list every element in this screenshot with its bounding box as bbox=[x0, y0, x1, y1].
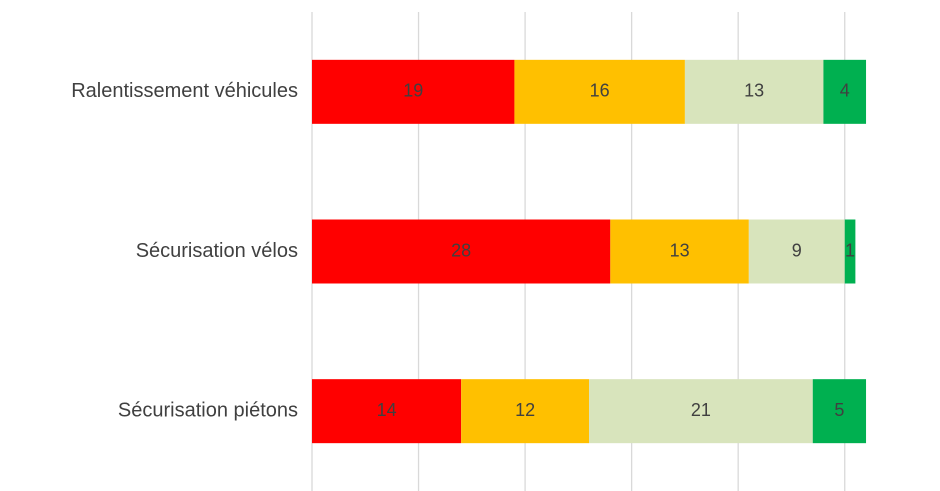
bar-segment bbox=[312, 379, 462, 444]
data-label: 5 bbox=[834, 400, 844, 420]
data-label: 1 bbox=[845, 240, 855, 260]
data-label: 21 bbox=[691, 400, 711, 420]
bar-segment bbox=[610, 219, 749, 284]
bar-segment bbox=[312, 219, 611, 284]
bar-segment bbox=[748, 219, 845, 284]
category-label: Sécurisation vélos bbox=[136, 240, 298, 262]
bar-segment bbox=[844, 219, 856, 284]
data-label: 14 bbox=[377, 400, 397, 420]
bar-segment bbox=[461, 379, 590, 444]
bar-segment bbox=[812, 379, 867, 444]
category-label: Sécurisation piétons bbox=[118, 399, 298, 421]
bar-segment bbox=[589, 379, 813, 444]
data-label: 13 bbox=[744, 81, 764, 101]
data-label: 9 bbox=[792, 240, 802, 260]
bar-segment bbox=[312, 59, 515, 124]
bar-segment bbox=[684, 59, 824, 124]
data-label: 13 bbox=[670, 240, 690, 260]
bar-segment bbox=[514, 59, 685, 124]
bar-segment bbox=[823, 59, 867, 124]
data-label: 19 bbox=[403, 81, 423, 101]
data-label: 16 bbox=[590, 81, 610, 101]
category-label: Ralentissement véhicules bbox=[71, 80, 298, 102]
data-label: 12 bbox=[515, 400, 535, 420]
data-label: 4 bbox=[840, 81, 850, 101]
data-label: 28 bbox=[451, 240, 471, 260]
